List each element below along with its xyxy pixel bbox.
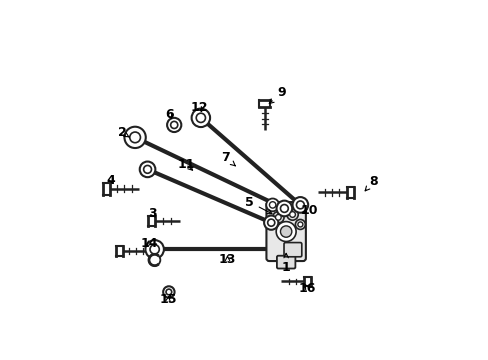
Circle shape bbox=[124, 127, 145, 148]
Circle shape bbox=[292, 197, 307, 213]
Circle shape bbox=[280, 226, 291, 237]
Circle shape bbox=[149, 254, 160, 266]
Circle shape bbox=[170, 121, 178, 129]
Text: 16: 16 bbox=[298, 282, 316, 295]
Circle shape bbox=[272, 212, 284, 223]
Circle shape bbox=[276, 201, 292, 216]
Circle shape bbox=[150, 245, 159, 254]
Circle shape bbox=[129, 132, 140, 143]
Circle shape bbox=[166, 289, 171, 295]
Circle shape bbox=[265, 198, 279, 211]
Text: 8: 8 bbox=[365, 175, 377, 191]
Circle shape bbox=[280, 204, 288, 212]
Text: 1: 1 bbox=[281, 253, 290, 274]
Circle shape bbox=[297, 222, 302, 227]
Text: 3: 3 bbox=[148, 207, 157, 220]
Text: 5: 5 bbox=[244, 195, 271, 214]
Text: 7: 7 bbox=[221, 151, 235, 166]
Circle shape bbox=[269, 202, 275, 208]
Text: 6: 6 bbox=[165, 108, 174, 121]
Circle shape bbox=[196, 113, 205, 122]
FancyBboxPatch shape bbox=[276, 256, 295, 269]
Text: 14: 14 bbox=[140, 237, 158, 250]
Circle shape bbox=[275, 215, 281, 220]
Text: 10: 10 bbox=[300, 204, 317, 217]
FancyBboxPatch shape bbox=[284, 243, 301, 257]
Text: 15: 15 bbox=[159, 293, 177, 306]
Circle shape bbox=[289, 212, 295, 217]
Circle shape bbox=[267, 219, 274, 226]
Circle shape bbox=[276, 222, 296, 242]
Circle shape bbox=[264, 216, 278, 230]
Circle shape bbox=[295, 220, 305, 229]
Text: 4: 4 bbox=[107, 174, 116, 186]
Text: 13: 13 bbox=[218, 253, 236, 266]
FancyBboxPatch shape bbox=[266, 202, 305, 261]
Text: 2: 2 bbox=[117, 126, 129, 139]
Circle shape bbox=[140, 162, 155, 177]
Text: 9: 9 bbox=[269, 86, 285, 103]
Circle shape bbox=[145, 240, 163, 258]
Text: 11: 11 bbox=[177, 158, 194, 171]
Circle shape bbox=[191, 109, 210, 127]
Text: 12: 12 bbox=[190, 101, 207, 114]
Circle shape bbox=[296, 201, 304, 209]
Circle shape bbox=[286, 209, 298, 220]
Circle shape bbox=[167, 118, 181, 132]
Circle shape bbox=[163, 286, 174, 298]
Circle shape bbox=[143, 166, 151, 173]
